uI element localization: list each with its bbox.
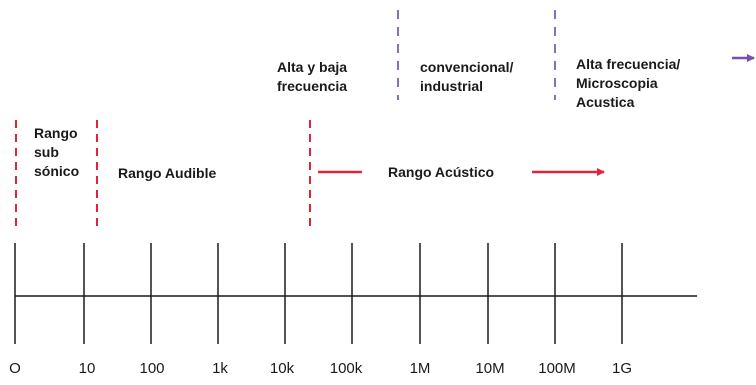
audible-range-label: Rango Audible xyxy=(118,165,217,181)
tick-label-1k: 1k xyxy=(212,360,228,377)
tick-lines xyxy=(14,243,623,344)
tick-label-100M: 100M xyxy=(538,360,576,377)
tick-label-1M: 1M xyxy=(409,360,431,377)
tick-label-10: 10 xyxy=(78,360,96,377)
tick-label-1G: 1G xyxy=(611,360,633,377)
tick-label-10M: 10M xyxy=(475,360,505,377)
tick-label-100: 100 xyxy=(139,360,165,377)
tick-label-100k: 100k xyxy=(329,360,363,377)
high-low-frequency-label: Alta y baja frecuencia xyxy=(277,59,348,94)
microscopy-label: Alta frecuencia/ Microscopia Acustica xyxy=(576,56,681,110)
infrasonic-range-label: Rango sub sónico xyxy=(34,125,80,179)
tick-label-0: O xyxy=(9,360,21,377)
conventional-industrial-label: convencional/ industrial xyxy=(420,59,514,94)
tick-label-10k: 10k xyxy=(269,360,295,377)
acoustic-range-label: Rango Acústico xyxy=(388,164,495,180)
